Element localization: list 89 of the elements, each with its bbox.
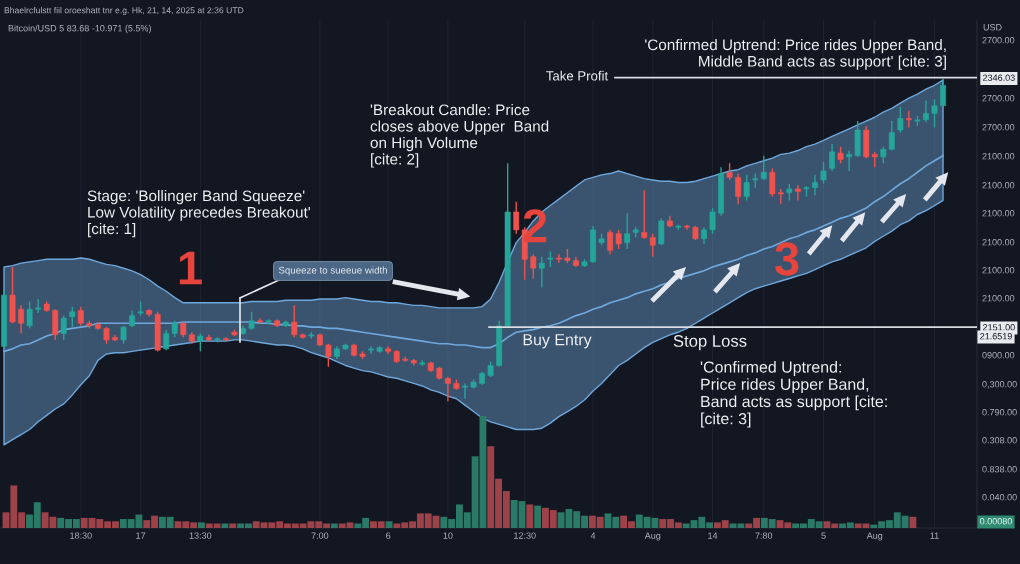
candlestick [931,98,938,129]
candlestick [777,188,784,205]
x-tick-label: 11 [930,532,939,539]
bar [534,505,542,528]
text: 0.838.00 [982,466,1017,473]
x-tick-label: 6 [386,532,391,539]
candlestick [820,161,827,185]
annotation: 1 [179,251,202,285]
candlestick [77,305,84,327]
candlestick [905,110,912,129]
x-tick-label: 13:30 [189,532,212,539]
annotation: Stop Loss [673,335,747,351]
text: 2700.00 [982,124,1015,131]
text: 2100.00 [982,239,1015,246]
candlestick [735,172,742,205]
x-tick-label: 7:80 [755,532,773,539]
candlestick [538,256,545,289]
candlestick [69,305,76,328]
text: 2100.00 [982,153,1015,160]
text: 0.00080 [980,518,1012,525]
text: 0.040.00 [982,494,1017,501]
x-tick-label: 7:00 [311,532,329,539]
candlestick [35,298,42,314]
candlestick [829,143,835,172]
annotation: 2 [523,209,547,243]
text: 0.308.00 [982,437,1017,444]
candlestick [940,78,946,108]
text: 2700.00 [982,95,1015,102]
x-tick-label: 14 [708,532,718,539]
x-tick-label: Aug [644,532,661,541]
x-tick-label: Aug [866,532,883,541]
candlestick [555,253,562,264]
text: 2100.00 [982,267,1015,274]
candlestick [812,174,818,196]
chart-subtitle: Bitcoin/USD 5 83.68 -10.971 (5.5%) [8,24,151,34]
x-tick-label: 17 [136,532,146,539]
x-tick-label: 4 [590,532,596,539]
y-tick-label: 2346.03 [983,74,1015,81]
candlestick [923,99,929,124]
bar [221,523,229,528]
line-series [3,154,944,353]
bar [330,523,338,528]
text: 2700.00 [982,37,1015,44]
bar [198,522,205,528]
ref-line-label: Buy Entry [523,334,592,349]
candlestick [60,314,67,341]
y-tick-label: 2151.00 [983,324,1015,331]
text: 2100.00 [982,210,1015,217]
text: 2100.00 [982,295,1015,302]
candlestick [607,229,614,255]
x-tick-label: 18:30 [70,532,92,539]
candlestick [888,120,895,152]
candlestick [444,376,451,403]
bar [526,504,534,528]
candlestick [26,300,33,330]
x-tick-label: 5 [821,532,826,539]
x-tick-label: 12:30 [514,532,536,539]
annotation: 3 [774,242,799,276]
bar [385,521,393,528]
candlestick [794,184,801,202]
candlestick [513,201,520,235]
y-axis-title: USD [983,24,1002,31]
text: 0,300.00 [982,381,1017,389]
ref-line-label: Take Profit [546,70,609,81]
text: 0.790.00 [982,409,1017,416]
annotation: 'Breakout Candle: Price closes above Upper Band on High Volume [cite: 2] [370,104,549,168]
annotation: 'Confirmed Uptrend: Price rides Upper Band, Band acts as support [cite: [cite: 3] [700,361,887,428]
text: 2100.00 [982,182,1015,189]
candlestick [530,253,537,280]
candlestick [709,207,716,235]
candlestick [18,304,25,335]
candlestick [462,382,468,400]
candlestick [368,345,375,355]
candlestick [897,106,904,134]
x-tick-label: 10 [443,532,453,539]
candlestick [624,212,631,250]
candlestick [658,217,665,246]
chart-title: Bhaelrcfulstt fiil oroeshatt tnr e.g. Hk, 21, 14, 2025 at 2:36 UTD [4,6,244,16]
candlestick [769,167,776,198]
bar [909,516,917,528]
candlestick [743,174,750,202]
text: 0900.00 [982,352,1015,359]
candlestick [846,149,853,172]
bar [229,523,237,528]
candlestick [615,229,622,250]
annotation: Stage: 'Bollinger Band Squeeze' Low Volatility precedes Breakout' [cite: 1] [87,190,310,238]
annotation: Squeeze to sueeue width [278,266,387,276]
text: 21.6519 [980,333,1012,340]
annotation: 'Confirmed Uptrend: Price rides Upper Band, Middle Band acts as support' [cite: 3] [645,39,946,70]
